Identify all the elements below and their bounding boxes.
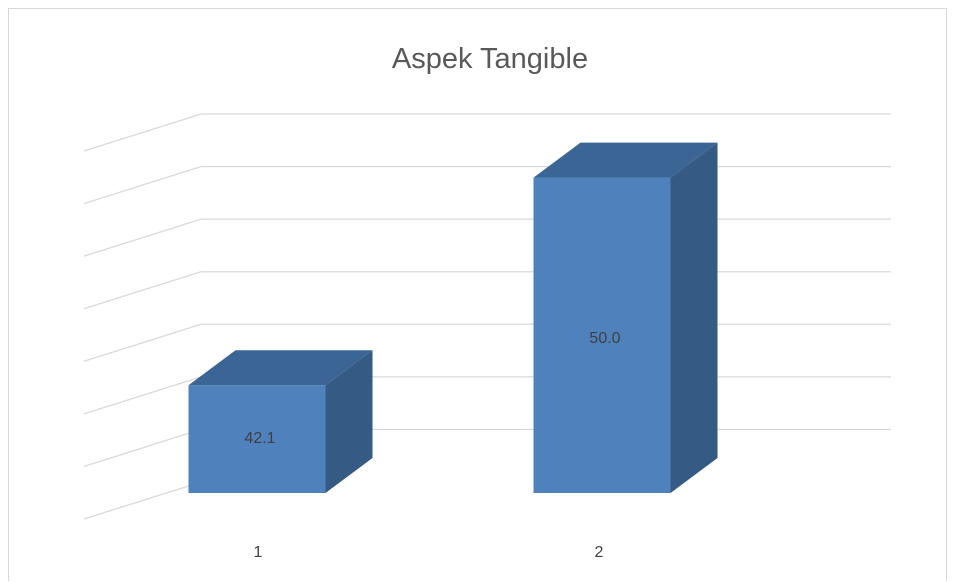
bar-top xyxy=(533,142,718,178)
bar xyxy=(188,385,326,493)
data-label: 42.1 xyxy=(244,430,275,447)
gridline-side xyxy=(83,271,202,310)
data-label: 50.0 xyxy=(589,330,620,347)
gridline-side xyxy=(83,323,202,362)
bar-side xyxy=(670,142,718,494)
gridline-side xyxy=(83,165,202,205)
bars xyxy=(188,142,718,494)
gridline-side xyxy=(83,481,202,520)
labels: 42.1 1 50.0 2 xyxy=(244,330,620,561)
x-tick-label: 1 xyxy=(254,544,263,561)
chart-title: Aspek Tangible xyxy=(392,43,588,75)
gridline-side xyxy=(83,113,202,152)
gridline-side xyxy=(83,376,202,415)
bar-top xyxy=(188,350,373,386)
gridline-side xyxy=(83,218,202,257)
chart-svg: Aspek Tangible 42.1 1 50.0 2 xyxy=(83,43,891,561)
gridline-side xyxy=(83,428,202,468)
chart-frame: Aspek Tangible 42.1 1 50.0 2 xyxy=(8,8,947,581)
bar-side xyxy=(325,350,373,493)
x-tick-label: 2 xyxy=(595,544,604,561)
bar xyxy=(533,177,671,494)
